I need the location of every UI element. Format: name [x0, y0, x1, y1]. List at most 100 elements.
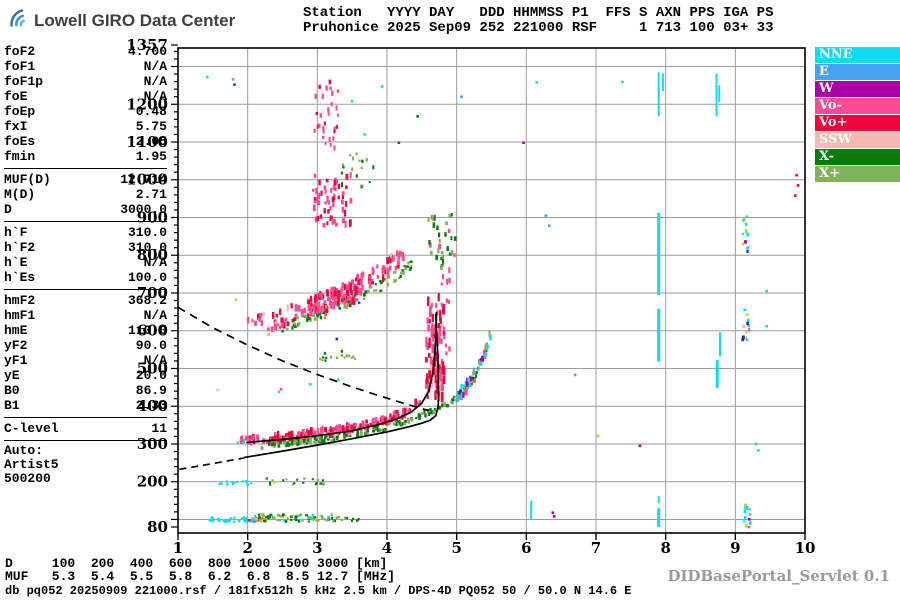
echo-dot — [291, 514, 294, 517]
sparse-echo-dot — [638, 444, 642, 448]
param-value: N/A — [143, 74, 167, 89]
echo-dot — [743, 515, 747, 520]
param-row: hmF1 N/A — [4, 308, 167, 323]
echo-dot — [345, 173, 349, 180]
echo-dot — [359, 423, 363, 431]
echo-dot — [331, 218, 335, 225]
echo-dot — [303, 307, 307, 314]
echo-dot — [301, 518, 304, 521]
echo-dot — [378, 279, 382, 283]
echo-dot — [305, 318, 309, 322]
echo-dot — [340, 171, 343, 175]
sparse-echo-dot — [796, 184, 800, 187]
echo-dot — [336, 89, 340, 93]
echo-dot — [246, 316, 250, 324]
echo-dot — [260, 446, 264, 451]
echo-dot — [440, 256, 443, 261]
echo-dot — [358, 159, 361, 162]
x-axis-tick-label: 2 — [242, 539, 252, 557]
echo-dot — [386, 257, 390, 265]
echo-dot — [316, 314, 319, 318]
echo-dot — [328, 136, 331, 143]
echo-dot — [285, 433, 288, 437]
echo-dot — [257, 513, 260, 516]
rfi-line — [661, 73, 664, 92]
echo-dot — [344, 220, 347, 228]
echo-dot — [349, 172, 352, 179]
sparse-echo-dot — [795, 173, 798, 177]
echo-dot — [307, 516, 310, 519]
echo-dot — [380, 281, 383, 285]
param-label: h`Es — [4, 270, 36, 285]
echo-dot — [297, 433, 301, 437]
echo-dot — [418, 413, 422, 418]
param-label: yF1 — [4, 353, 28, 368]
echo-dot — [400, 271, 403, 275]
echo-dot — [403, 408, 407, 414]
echo-dot — [745, 330, 748, 334]
echo-dot — [435, 254, 438, 261]
echo-dot — [418, 400, 422, 407]
echo-dot — [332, 184, 336, 191]
echo-dot — [447, 228, 451, 234]
echo-dot — [273, 481, 276, 484]
echo-dot — [355, 519, 359, 522]
y-axis-tick-label: 600 — [137, 322, 168, 340]
echo-dot — [323, 518, 327, 521]
echo-dot — [441, 254, 445, 259]
echo-dot — [363, 432, 366, 436]
echo-dot — [442, 375, 446, 385]
echo-dot — [349, 154, 352, 157]
echo-dot — [745, 313, 749, 316]
echo-dot — [368, 181, 371, 184]
echo-dot — [436, 310, 439, 316]
echo-dot — [277, 444, 281, 448]
sparse-echo-dot — [350, 99, 354, 103]
echo-dot — [486, 344, 490, 349]
echo-dot — [432, 217, 436, 221]
echo-dot — [399, 274, 402, 279]
echo-dot — [276, 513, 280, 517]
echo-dot — [315, 438, 318, 442]
echo-dot — [384, 427, 387, 431]
echo-dot — [340, 353, 343, 357]
echo-dot — [741, 242, 745, 246]
echo-dot — [243, 518, 247, 521]
echo-dot — [241, 480, 245, 483]
echo-dot — [426, 317, 429, 324]
echo-dot — [434, 374, 437, 384]
echo-dot — [418, 417, 421, 420]
y-axis-tick-label: 1357 — [126, 36, 168, 54]
echo-dot — [317, 123, 321, 128]
echo-dot — [324, 201, 327, 205]
param-label: MUF(D) — [4, 172, 51, 187]
echo-dot — [369, 422, 372, 427]
echo-dot — [438, 364, 441, 373]
echo-dot — [325, 305, 328, 309]
echo-dot — [426, 394, 429, 400]
ionogram-parameters-panel: foF2 4.700 foF1 N/A foF1p N/A foE N/A foEp 0.48 fx… — [4, 44, 167, 486]
echo-dot — [488, 330, 491, 337]
echo-dot — [327, 112, 330, 116]
echo-dot — [368, 275, 372, 279]
echo-dot — [294, 307, 298, 312]
x-axis-tick-label: 8 — [660, 539, 670, 557]
echo-dot — [325, 178, 329, 183]
servlet-version-label: DIDBasePortal_Servlet 0.1 — [667, 567, 890, 585]
echo-dot — [428, 370, 432, 379]
param-value: 3000.0 — [120, 202, 167, 217]
param-value: 20.0 — [135, 368, 167, 383]
echo-dot — [326, 296, 330, 302]
echo-dot — [430, 363, 433, 374]
echo-dot — [272, 445, 276, 448]
y-axis-tick-label: 200 — [137, 473, 168, 491]
echo-dot — [749, 513, 752, 516]
echo-dot — [279, 308, 282, 315]
echo-dot — [444, 232, 447, 237]
legend-item-nne: NNE — [815, 47, 900, 63]
param-label: foEs — [4, 134, 36, 149]
sparse-echo-dot — [233, 83, 236, 86]
autoscaling-info-line: Auto: — [4, 443, 44, 458]
echo-dot — [241, 517, 245, 520]
param-value: N/A — [143, 255, 167, 270]
